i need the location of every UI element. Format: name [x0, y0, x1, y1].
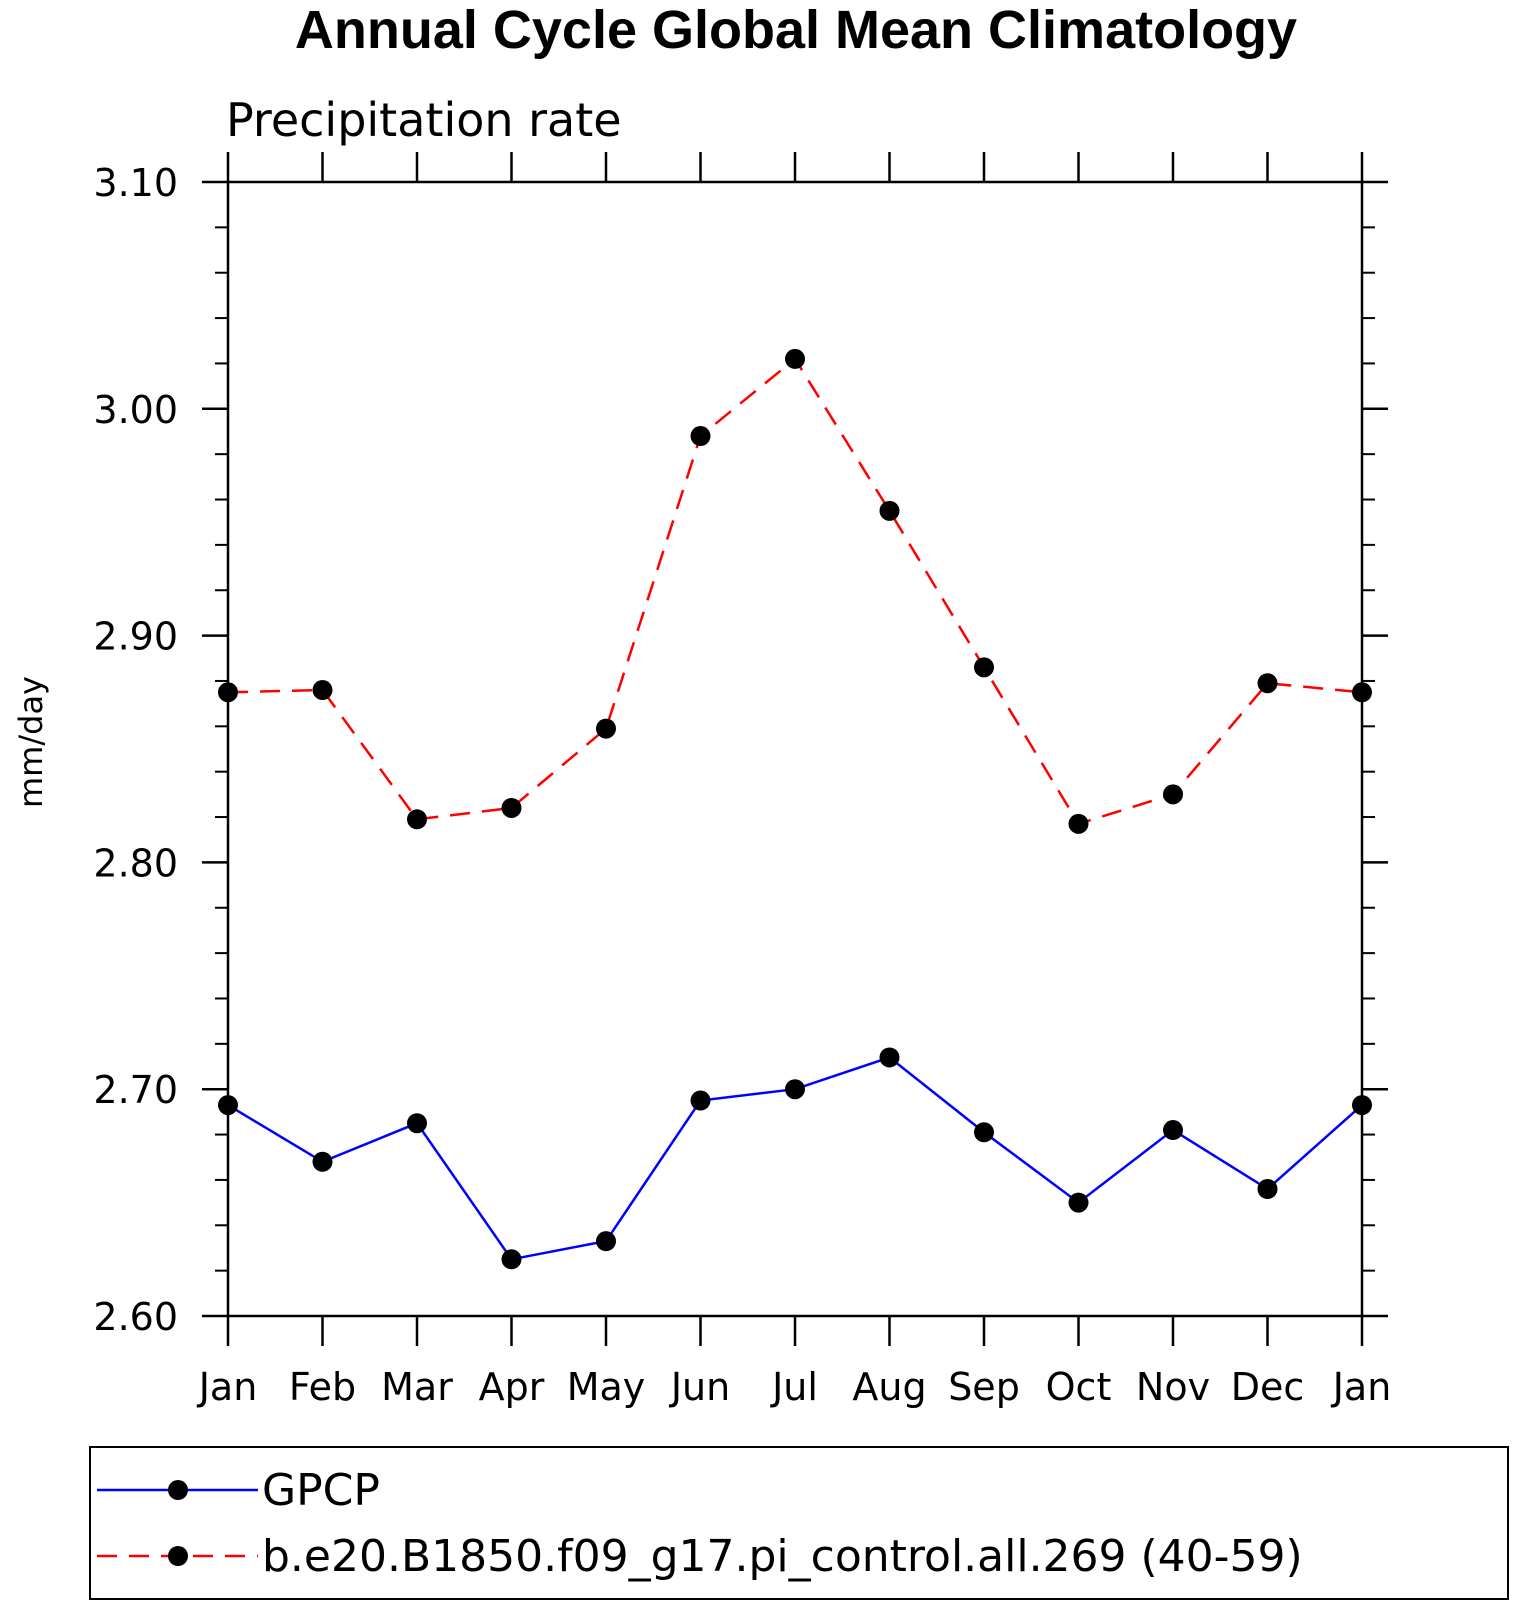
- x-tick-label: Jul: [770, 1365, 818, 1409]
- data-point: [596, 1231, 616, 1252]
- data-point: [1068, 813, 1089, 834]
- data-point: [1257, 673, 1278, 694]
- data-point: [407, 809, 427, 830]
- data-point: [879, 1047, 900, 1068]
- legend-box: [89, 1446, 1509, 1600]
- chart-title: Annual Cycle Global Mean Climatology: [295, 0, 1297, 60]
- x-tick-label: Feb: [289, 1365, 356, 1409]
- data-point: [974, 1122, 994, 1143]
- data-point: [785, 1079, 805, 1100]
- x-tick-label: Jan: [1331, 1365, 1392, 1409]
- y-tick-label: 3.10: [93, 161, 178, 205]
- y-tick-label: 2.90: [93, 615, 178, 659]
- x-axis-ticks: Jan Feb Mar Apr May Jun Jul Aug Sep Oct Nov Dec Jan: [197, 152, 1392, 1409]
- data-point: [1163, 784, 1183, 805]
- data-point: [1257, 1178, 1278, 1199]
- legend: GPCP b.e20.B1850.f09_g17.pi_control.all.2…: [97, 1465, 1303, 1582]
- x-tick-label: Apr: [479, 1365, 545, 1409]
- x-tick-label: Aug: [852, 1365, 926, 1409]
- y-axis-label: mm/day: [12, 676, 50, 808]
- data-point: [218, 682, 238, 703]
- x-tick-label: Mar: [381, 1365, 453, 1409]
- data-point: [312, 1151, 333, 1172]
- y-tick-label: 2.80: [93, 841, 178, 885]
- y-tick-label: 2.60: [93, 1295, 178, 1339]
- data-point: [974, 657, 994, 678]
- data-point: [501, 1249, 522, 1270]
- data-point: [1163, 1120, 1183, 1141]
- x-tick-label: Jun: [669, 1365, 730, 1409]
- data-point: [690, 1090, 711, 1111]
- data-point: [218, 1095, 238, 1116]
- data-point: [407, 1113, 427, 1134]
- y-tick-label: 2.70: [93, 1068, 178, 1112]
- data-point: [596, 718, 616, 739]
- data-point: [879, 500, 900, 521]
- data-point: [1352, 682, 1372, 703]
- data-point: [312, 680, 333, 701]
- series-line: [227, 357, 1363, 826]
- data-point: [1068, 1192, 1089, 1213]
- x-tick-label: May: [567, 1365, 646, 1409]
- legend-label: GPCP: [262, 1465, 380, 1516]
- x-tick-label: Dec: [1231, 1365, 1305, 1409]
- y-tick-label: 3.00: [93, 388, 178, 432]
- legend-marker: [168, 1480, 188, 1500]
- data-point: [785, 348, 805, 369]
- chart-subtitle: Precipitation rate: [226, 93, 622, 147]
- legend-label: b.e20.B1850.f09_g17.pi_control.all.269 (…: [262, 1531, 1303, 1582]
- x-tick-label: Nov: [1136, 1365, 1210, 1409]
- x-tick-label: Sep: [948, 1365, 1020, 1409]
- x-tick-label: Oct: [1046, 1365, 1112, 1409]
- data-point: [501, 797, 522, 818]
- legend-marker: [168, 1546, 188, 1566]
- series-layer: [218, 348, 1372, 1270]
- data-point: [1352, 1095, 1372, 1116]
- data-point: [690, 426, 711, 447]
- y-axis-ticks: 2.60 2.70 2.80 2.90 3.00 3.10: [93, 161, 1388, 1339]
- x-tick-label: Jan: [197, 1365, 258, 1409]
